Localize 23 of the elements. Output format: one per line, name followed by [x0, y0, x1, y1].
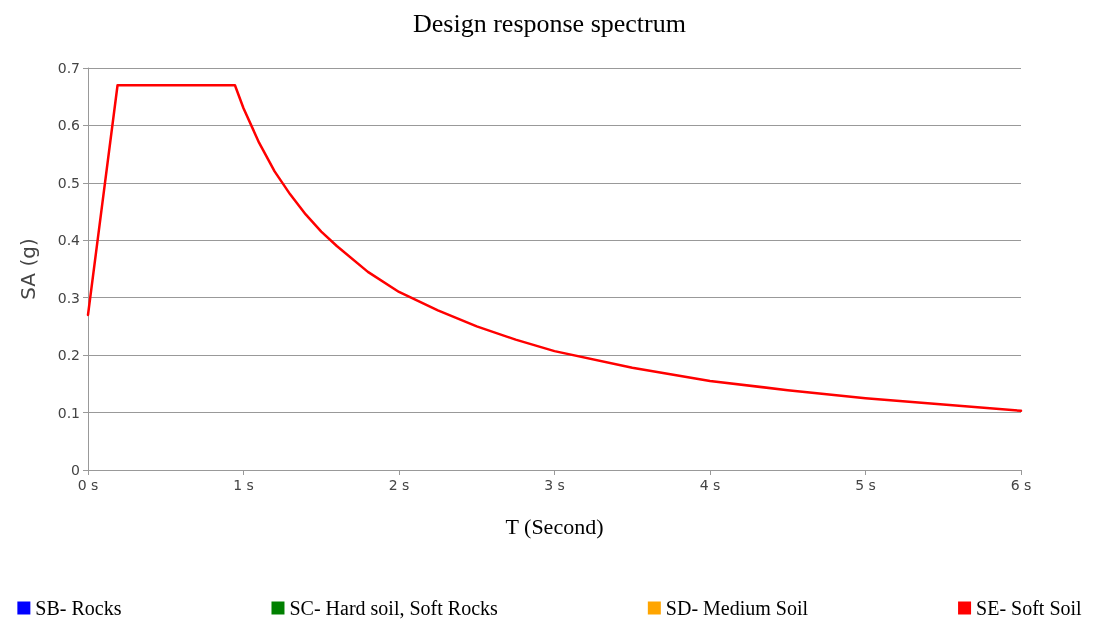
y-axis-title: SA (g) — [16, 238, 40, 300]
x-tick-label: 0 s — [77, 477, 99, 493]
legend-label: SE- Soft Soil — [976, 597, 1083, 619]
x-tick-label: 2 s — [388, 477, 410, 493]
line-series — [86, 83, 1023, 413]
y-tick-label: 0 — [71, 462, 80, 478]
x-tick-label: 1 s — [233, 477, 254, 493]
y-tick-label: 0.4 — [57, 232, 81, 249]
x-tick-label: 3 s — [544, 477, 565, 493]
y-tick-label: 0.5 — [57, 174, 80, 191]
y-tick-label: 0.2 — [57, 347, 80, 364]
x-tick-label: 4 s — [699, 477, 721, 493]
chart-title: Design response spectrum — [413, 8, 686, 38]
y-tick-label: 0.7 — [57, 60, 80, 76]
y-tick-label: 0.6 — [57, 117, 81, 134]
legend-label: SB- Rocks — [35, 597, 122, 619]
y-tick-label: 0.3 — [57, 289, 80, 306]
x-tick-label: 5 s — [855, 477, 876, 493]
x-tick-label: 6 s — [1010, 477, 1032, 493]
legend-label: SC- Hard soil, Soft Rocks — [289, 597, 499, 619]
legend-label: SD- Medium Soil — [665, 597, 809, 619]
x-axis-title: T (Second) — [505, 513, 604, 539]
y-tick-label: 0.1 — [57, 404, 80, 421]
